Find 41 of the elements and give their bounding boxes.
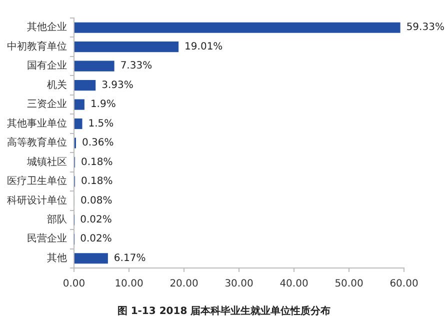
y-tick-label: 科研设计单位 [7,194,67,206]
y-tick-label: 其他企业 [27,21,67,34]
y-tick-label: 医疗卫生单位 [7,175,67,188]
x-tick-label: 40.00 [280,278,308,290]
y-tick-label: 部队 [47,214,67,226]
data-label: 3.93% [102,80,134,91]
x-tick-label: 30.00 [224,278,254,290]
x-tick-label: 0.00 [62,278,86,290]
x-tick-label: 50.00 [334,278,364,290]
data-label: 1.9% [90,99,116,110]
y-tick-label: 城镇社区 [26,156,67,168]
data-label: 0.18% [80,176,113,188]
y-tick-label: 高等教育单位 [7,136,67,149]
data-label: 59.33% [406,22,444,34]
data-label: 0.18% [80,156,113,168]
bar [74,118,82,130]
bar [74,60,114,72]
bar [74,22,400,33]
y-tick-label: 国有企业 [27,60,67,72]
text: 图 1-13 2018 届本科毕业生就业单位性质分布 [116,304,332,318]
data-label: 0.02% [80,214,112,226]
data-label: 7.33% [120,60,152,72]
y-tick-label: 机关 [47,78,67,91]
y-tick-label: 三资企业 [27,98,67,110]
x-tick-label: 20.00 [170,278,198,290]
data-label: 1.5% [88,118,114,130]
data-label: 0.02% [80,234,112,245]
y-tick-label: 中初教育单位 [7,40,67,52]
y-tick-label: 民营企业 [27,232,67,245]
data-label: 19.01% [184,41,223,52]
data-label: 0.36% [82,138,114,149]
bar [74,99,84,110]
bar [74,80,96,91]
x-tick-label: 10.00 [114,278,144,290]
x-tick-label: 60.00 [390,278,418,290]
bar [74,253,108,264]
y-tick-label: 其他 [47,252,67,264]
data-label: 6.17% [114,252,146,264]
bar [74,42,179,52]
y-tick-label: 其他事业单位 [7,117,67,130]
data-label: 0.08% [80,195,112,206]
